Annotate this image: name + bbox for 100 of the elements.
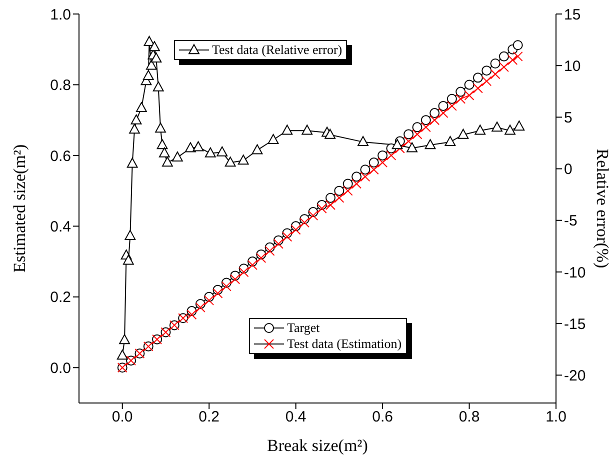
point [446,94,457,104]
point [122,254,134,265]
y2-tick-label: 15 [564,6,581,24]
x-tick-label: 0.6 [372,408,393,426]
y-tick-label: 0.6 [50,148,71,165]
point [308,210,318,221]
point [152,81,164,92]
point [430,108,440,118]
point [512,40,523,50]
point [326,200,336,210]
point [238,154,249,165]
point [430,115,440,126]
point [184,142,196,152]
point [264,246,275,256]
point [412,122,422,132]
y2-tick-label: 10 [564,58,581,75]
point [498,62,509,72]
point [204,295,214,306]
point [195,302,206,313]
point [268,134,279,144]
x-tick-label: 0.8 [458,408,480,426]
point [126,158,138,168]
point [129,124,140,134]
point [130,114,142,124]
point [158,147,170,158]
point [186,310,197,320]
point [482,76,492,86]
point [146,60,157,70]
point [230,274,240,284]
point [252,144,263,154]
point [456,86,466,97]
point [352,178,362,189]
y-tick-label: 0.8 [50,77,71,94]
y2-tick-label: 5 [564,110,572,127]
legend-label: Test data (Estimation) [287,336,402,352]
y2-tick-label: -10 [564,264,586,282]
y2-tick-label: -20 [564,367,586,384]
point [155,122,166,133]
y-tick-label: 0.0 [50,360,71,377]
x-tick-label: 0.2 [198,408,220,426]
point [498,51,509,62]
x-axis-title: Break size(m²) [267,436,368,455]
point [482,66,492,76]
point [247,260,258,270]
point [386,150,396,160]
point [204,147,216,158]
y2-tick-label: -15 [564,316,586,333]
point [464,80,474,90]
point [324,128,336,139]
point [404,129,414,140]
x-tick-label: 0.4 [285,408,306,426]
point [504,124,516,135]
point [149,41,160,52]
point [514,120,525,131]
point [438,100,448,111]
point [342,186,353,196]
point [474,124,486,135]
point [438,108,448,118]
point [290,224,301,235]
point [492,122,502,132]
point [119,334,130,344]
point [360,172,370,182]
point [412,129,422,140]
point [472,83,483,94]
point [316,204,327,214]
point [472,72,483,83]
point [368,164,379,175]
point [142,70,154,80]
point [358,136,368,146]
point [224,156,236,167]
point [404,136,414,146]
point [136,102,147,112]
point [124,230,136,240]
y-axis-title: Estimated size(m²) [10,144,30,273]
point [116,350,128,360]
point [299,218,310,228]
point [420,122,431,132]
point [256,253,266,264]
point [212,288,223,298]
point [282,124,293,135]
point [326,192,336,203]
point [446,100,457,111]
point [273,238,284,249]
point [334,192,344,203]
y2-tick-label: 0 [564,161,572,178]
point [334,186,344,196]
point [392,139,403,150]
y2-tick-label: -5 [564,212,578,230]
point [342,178,353,189]
point [464,90,474,100]
point [150,52,162,62]
point [172,152,183,162]
point [360,164,370,175]
y-tick-label: 1.0 [50,6,71,24]
point [368,158,379,168]
point [216,146,228,156]
point [192,141,204,152]
point [490,58,500,69]
point [352,172,362,182]
point [458,128,469,139]
